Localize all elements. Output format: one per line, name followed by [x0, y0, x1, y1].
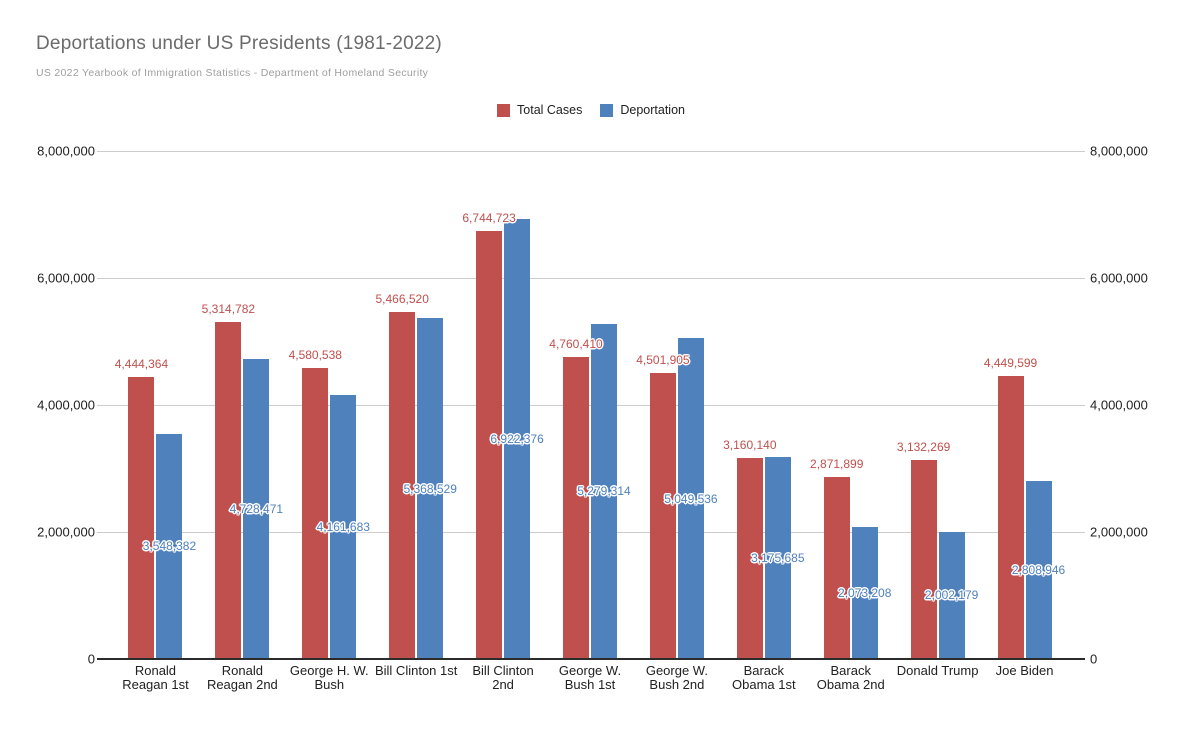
value-label-deportation: 3,548,382 — [142, 539, 197, 554]
bar-total-cases[interactable] — [215, 321, 242, 659]
value-label-deportation: 5,279,314 — [577, 484, 631, 499]
chart-subtitle: US 2022 Yearbook of Immigration Statisti… — [36, 67, 429, 79]
value-label-total-cases: 4,760,410 — [549, 336, 603, 351]
bar-group-bill-clinton-2nd: 6,744,723 6,922,376 — [460, 151, 547, 659]
bar-deportation[interactable] — [156, 433, 183, 659]
y-axis-tick-label: 4,000,000 — [37, 397, 95, 413]
bar-deportation[interactable] — [851, 527, 878, 659]
value-label-total-cases: 4,444,364 — [114, 356, 169, 371]
value-label-deportation: 5,368,529 — [403, 481, 457, 496]
bar-total-cases[interactable] — [562, 356, 589, 659]
x-axis-category-label: George W. Bush 2nd — [645, 663, 708, 692]
x-axis: Ronald Reagan 1st Ronald Reagan 2nd George H… — [112, 664, 1068, 704]
bar-group-george-w-bush-1st: 4,760,410 5,279,314 — [547, 151, 634, 659]
x-axis-category-label: Donald Trump — [896, 663, 979, 678]
legend: Total Cases Deportation — [0, 103, 1182, 117]
bar-group-joe-biden: 4,449,599 2,808,946 — [981, 151, 1068, 659]
gridline — [97, 150, 1085, 152]
y-axis-tick-label: 6,000,000 — [37, 270, 95, 286]
bar-total-cases[interactable] — [128, 376, 155, 659]
x-axis-category-label: Ronald Reagan 2nd — [206, 663, 278, 692]
legend-swatch-icon — [600, 103, 614, 117]
bar-group-donald-trump: 3,132,269 2,002,179 — [894, 151, 981, 659]
x-axis-category-label: Ronald Reagan 1st — [122, 663, 189, 692]
y-axis-tick-label: 8,000,000 — [1090, 143, 1148, 159]
value-label-total-cases: 4,580,538 — [288, 348, 342, 363]
value-label-deportation: 4,728,471 — [229, 501, 284, 516]
bar-deportation[interactable] — [764, 457, 791, 659]
value-label-deportation: 3,175,685 — [751, 551, 805, 566]
value-label-deportation: 2,808,946 — [1011, 562, 1066, 577]
value-label-deportation: 6,922,376 — [490, 432, 544, 447]
bar-total-cases[interactable] — [302, 368, 329, 659]
bar-deportation[interactable] — [504, 219, 531, 659]
x-axis-category-label: Barack Obama 1st — [732, 663, 796, 692]
bar-deportation[interactable] — [330, 394, 357, 659]
value-label-total-cases: 3,160,140 — [723, 438, 777, 453]
bar-total-cases[interactable] — [736, 458, 763, 659]
plot-area: 4,444,364 3,548,382 5,314,782 4,728,471 4,58… — [97, 150, 1085, 660]
x-axis-category-label: Bill Clinton 2nd — [472, 663, 534, 692]
x-axis-category-label: George W. Bush 1st — [558, 663, 622, 692]
bar-group-barack-obama-2nd: 2,871,899 2,073,208 — [807, 151, 894, 659]
legend-item-total-cases[interactable]: Total Cases — [497, 103, 582, 117]
legend-label: Deportation — [620, 103, 685, 117]
value-label-deportation: 4,161,683 — [316, 519, 370, 534]
value-label-deportation: 2,002,179 — [924, 588, 979, 603]
bar-deportation[interactable] — [417, 318, 444, 659]
y-axis-tick-label: 2,000,000 — [37, 524, 95, 540]
value-label-total-cases: 5,314,782 — [201, 301, 256, 316]
x-axis-category-label: Bill Clinton 1st — [374, 663, 458, 678]
bar-deportation[interactable] — [677, 338, 704, 659]
x-axis-category-label: George H. W. Bush — [289, 663, 369, 692]
chart-title: Deportations under US Presidents (1981-2… — [36, 33, 442, 54]
value-label-total-cases: 4,449,599 — [983, 356, 1038, 371]
bar-total-cases[interactable] — [910, 460, 937, 659]
value-label-total-cases: 6,744,723 — [462, 210, 516, 225]
y-axis-left: 0 2,000,000 4,000,000 6,000,000 8,000,000 — [0, 0, 95, 730]
bar-total-cases[interactable] — [389, 311, 416, 659]
bar-total-cases[interactable] — [649, 373, 676, 659]
value-label-deportation: 2,073,208 — [838, 586, 892, 601]
bar-group-barack-obama-1st: 3,160,140 3,175,685 — [720, 151, 807, 659]
value-label-total-cases: 3,132,269 — [896, 440, 951, 455]
legend-swatch-icon — [497, 103, 511, 117]
bar-group-ronald-reagan-2nd: 5,314,782 4,728,471 — [199, 151, 286, 659]
y-axis-tick-label: 2,000,000 — [1090, 524, 1148, 540]
x-axis-category-label: Barack Obama 2nd — [816, 663, 885, 692]
value-label-total-cases: 5,466,520 — [375, 291, 429, 306]
bar-deportation[interactable] — [1025, 480, 1052, 659]
legend-label: Total Cases — [517, 103, 583, 117]
gridline — [97, 277, 1085, 279]
y-axis-tick-label: 0 — [87, 651, 95, 667]
y-axis-tick-label: 8,000,000 — [37, 143, 95, 159]
bar-group-bill-clinton-1st: 5,466,520 5,368,529 — [373, 151, 460, 659]
y-axis-right: 0 2,000,000 4,000,000 6,000,000 8,000,000 — [1090, 0, 1182, 730]
bar-total-cases[interactable] — [476, 230, 503, 659]
y-axis-tick-label: 0 — [1090, 651, 1098, 667]
bar-group-george-h-w-bush: 4,580,538 4,161,683 — [286, 151, 373, 659]
bar-total-cases[interactable] — [823, 476, 850, 659]
bar-deportation[interactable] — [938, 531, 965, 659]
bar-deportation[interactable] — [590, 323, 617, 659]
bars-area: 4,444,364 3,548,382 5,314,782 4,728,471 4,58… — [112, 151, 1068, 659]
y-axis-tick-label: 4,000,000 — [1090, 397, 1148, 413]
value-label-deportation: 5,049,536 — [664, 491, 718, 506]
bar-group-george-w-bush-2nd: 4,501,905 5,049,536 — [633, 151, 720, 659]
bar-group-ronald-reagan-1st: 4,444,364 3,548,382 — [112, 151, 199, 659]
bar-deportation[interactable] — [243, 358, 270, 659]
value-label-total-cases: 4,501,905 — [636, 353, 690, 368]
bar-total-cases[interactable] — [997, 376, 1024, 659]
x-axis-category-label: Joe Biden — [995, 663, 1054, 678]
x-axis-baseline — [97, 658, 1085, 660]
y-axis-tick-label: 6,000,000 — [1090, 270, 1148, 286]
value-label-total-cases: 2,871,899 — [810, 456, 864, 471]
legend-item-deportation[interactable]: Deportation — [600, 103, 685, 117]
